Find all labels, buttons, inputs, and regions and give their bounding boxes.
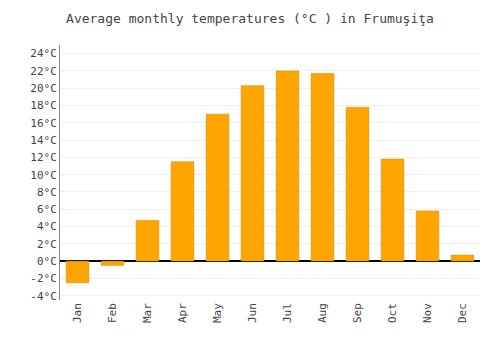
svg-text:Dec: Dec <box>456 303 469 323</box>
svg-text:18°C: 18°C <box>30 99 57 112</box>
svg-text:2°C: 2°C <box>37 238 57 251</box>
svg-text:12°C: 12°C <box>30 151 57 164</box>
svg-text:8°C: 8°C <box>37 186 57 199</box>
svg-text:20°C: 20°C <box>30 82 57 95</box>
svg-text:Nov: Nov <box>421 303 434 323</box>
svg-text:Aug: Aug <box>316 303 329 323</box>
svg-text:0°C: 0°C <box>37 255 57 268</box>
svg-text:Jan: Jan <box>71 303 84 323</box>
svg-text:Oct: Oct <box>386 303 399 323</box>
svg-text:Feb: Feb <box>106 303 119 323</box>
svg-text:16°C: 16°C <box>30 117 57 130</box>
svg-text:6°C: 6°C <box>37 203 57 216</box>
svg-text:10°C: 10°C <box>30 169 57 182</box>
svg-text:-4°C: -4°C <box>30 290 57 303</box>
svg-text:Jul: Jul <box>281 303 294 323</box>
svg-text:24°C: 24°C <box>30 47 57 60</box>
svg-text:22°C: 22°C <box>30 65 57 78</box>
svg-text:Apr: Apr <box>176 303 189 323</box>
svg-text:Sep: Sep <box>351 303 364 323</box>
svg-text:Jun: Jun <box>246 303 259 323</box>
svg-text:May: May <box>211 303 224 323</box>
svg-text:4°C: 4°C <box>37 220 57 233</box>
svg-text:Average monthly temperatures (: Average monthly temperatures (°C ) in Fr… <box>66 11 434 26</box>
svg-text:14°C: 14°C <box>30 134 57 147</box>
svg-text:-2°C: -2°C <box>30 272 57 285</box>
svg-text:Mar: Mar <box>141 303 154 323</box>
